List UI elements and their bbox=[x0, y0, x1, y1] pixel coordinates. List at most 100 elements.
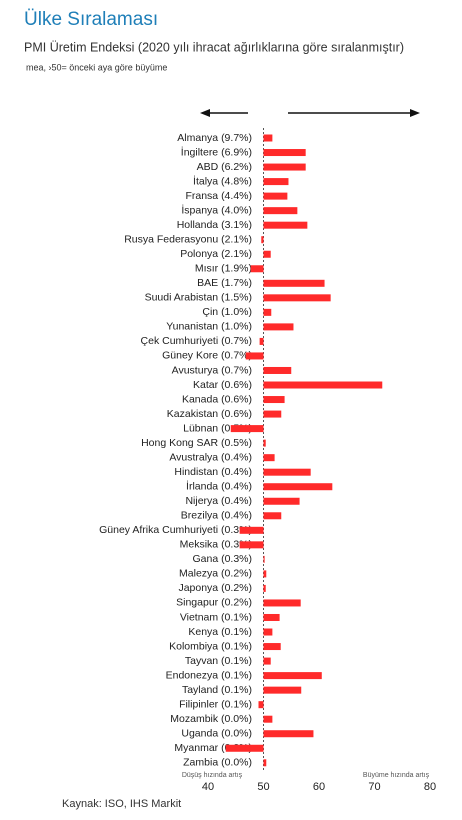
category-label: Çek Cumhuriyeti (0.7%) bbox=[141, 335, 252, 347]
x-tick-label: 80 bbox=[424, 781, 436, 793]
bar bbox=[263, 643, 281, 651]
category-label: Fransa (4.4%) bbox=[185, 190, 252, 202]
category-label: Filipinler (0.1%) bbox=[179, 698, 252, 710]
bar bbox=[263, 584, 266, 592]
category-label: Suudi Arabistan (1.5%) bbox=[145, 292, 252, 304]
bar bbox=[263, 715, 273, 723]
category-label: Hindistan (0.4%) bbox=[174, 466, 252, 478]
category-label: Uganda (0.0%) bbox=[181, 728, 252, 740]
category-label: Vietnam (0.1%) bbox=[180, 611, 252, 623]
bar bbox=[225, 744, 264, 752]
category-label: Kazakistan (0.6%) bbox=[167, 408, 252, 420]
bar bbox=[263, 439, 266, 447]
bar bbox=[263, 759, 267, 767]
note: mea, ›50= önceki aya göre büyüme bbox=[26, 62, 167, 72]
category-label: Çin (1.0%) bbox=[202, 306, 252, 318]
category-label: Singapur (0.2%) bbox=[176, 597, 252, 609]
category-label: Güney Afrika Cumhuriyeti (0.3%) bbox=[99, 524, 252, 536]
subtitle: PMI Üretim Endeksi (2020 yılı ihracat ağ… bbox=[24, 40, 404, 54]
category-label: Kanada (0.6%) bbox=[182, 393, 252, 405]
category-label: Almanya (9.7%) bbox=[177, 132, 252, 144]
category-label: Avusturya (0.7%) bbox=[172, 364, 252, 376]
category-label: Kolombiya (0.1%) bbox=[169, 640, 252, 652]
bar bbox=[263, 628, 273, 636]
category-label: Tayland (0.1%) bbox=[182, 684, 252, 696]
bar bbox=[263, 512, 282, 520]
bar bbox=[250, 265, 264, 273]
bar bbox=[263, 323, 294, 331]
bar bbox=[263, 221, 308, 229]
category-label: BAE (1.7%) bbox=[197, 277, 252, 289]
bar bbox=[263, 468, 311, 476]
category-label: Meksika (0.3%) bbox=[180, 539, 252, 551]
left-label: Düşüş hızında artış bbox=[182, 772, 243, 779]
bar bbox=[263, 730, 314, 738]
bar bbox=[263, 410, 282, 418]
category-label: Mozambik (0.0%) bbox=[170, 713, 252, 725]
category-label: Mısır (1.9%) bbox=[195, 263, 252, 275]
category-label: Hong Kong SAR (0.5%) bbox=[141, 437, 252, 449]
bar bbox=[259, 337, 264, 345]
category-label: Zambia (0.0%) bbox=[183, 757, 252, 769]
bar bbox=[263, 613, 280, 621]
category-label: ABD (6.2%) bbox=[197, 161, 252, 173]
category-label: Rusya Federasyonu (2.1%) bbox=[124, 233, 252, 245]
x-tick-label: 60 bbox=[313, 781, 325, 793]
category-label: Katar (0.6%) bbox=[193, 379, 252, 391]
bar bbox=[263, 308, 272, 316]
bar bbox=[263, 483, 333, 491]
category-label: Endonezya (0.1%) bbox=[166, 669, 252, 681]
chart-title: Ülke Sıralaması bbox=[24, 9, 158, 30]
bar bbox=[263, 672, 322, 680]
category-label: İspanya (4.0%) bbox=[181, 203, 252, 216]
category-label: Güney Kore (0.7%) bbox=[162, 350, 252, 362]
bar bbox=[230, 425, 264, 433]
bar bbox=[263, 555, 265, 563]
category-label: Tayvan (0.1%) bbox=[185, 655, 252, 667]
category-label: Brezilya (0.4%) bbox=[181, 510, 252, 522]
category-label: Avustralya (0.4%) bbox=[169, 451, 252, 463]
bar bbox=[258, 701, 264, 709]
bar bbox=[239, 541, 264, 549]
category-label: İtalya (4.8%) bbox=[193, 174, 252, 187]
category-label: Polonya (2.1%) bbox=[180, 248, 252, 260]
category-label: İngiltere (6.9%) bbox=[181, 145, 252, 158]
bar bbox=[263, 396, 285, 404]
bar bbox=[245, 352, 264, 360]
category-label: Hollanda (3.1%) bbox=[177, 219, 252, 231]
bar bbox=[263, 454, 275, 462]
x-tick-label: 70 bbox=[368, 781, 380, 793]
left-arrow-head bbox=[200, 109, 210, 117]
category-label: İrlanda (0.4%) bbox=[186, 480, 252, 493]
category-label: Japonya (0.2%) bbox=[178, 582, 252, 594]
bar bbox=[263, 134, 273, 142]
bar bbox=[263, 294, 331, 302]
category-label: Kenya (0.1%) bbox=[188, 626, 252, 638]
right-label: Büyüme hızında artış bbox=[363, 772, 430, 779]
bar bbox=[263, 163, 306, 171]
bar bbox=[263, 657, 271, 665]
x-tick-label: 40 bbox=[202, 781, 214, 793]
source: Kaynak: ISO, IHS Markit bbox=[62, 798, 181, 810]
bar bbox=[263, 149, 306, 157]
bar bbox=[263, 570, 267, 578]
bar bbox=[263, 250, 271, 258]
category-label: Malezya (0.2%) bbox=[179, 568, 252, 580]
bar bbox=[263, 381, 383, 389]
bar bbox=[263, 192, 288, 200]
bar bbox=[263, 686, 302, 694]
category-label: Gana (0.3%) bbox=[192, 553, 252, 565]
bar bbox=[263, 497, 300, 505]
bar bbox=[263, 207, 298, 215]
bar bbox=[263, 279, 325, 287]
bar bbox=[263, 599, 301, 607]
x-tick-label: 50 bbox=[257, 781, 269, 793]
category-label: Yunanistan (1.0%) bbox=[166, 321, 252, 333]
category-label: Nijerya (0.4%) bbox=[185, 495, 252, 507]
right-arrow-head bbox=[410, 109, 420, 117]
bar bbox=[261, 236, 264, 244]
bar bbox=[263, 366, 292, 374]
bar bbox=[263, 178, 289, 186]
